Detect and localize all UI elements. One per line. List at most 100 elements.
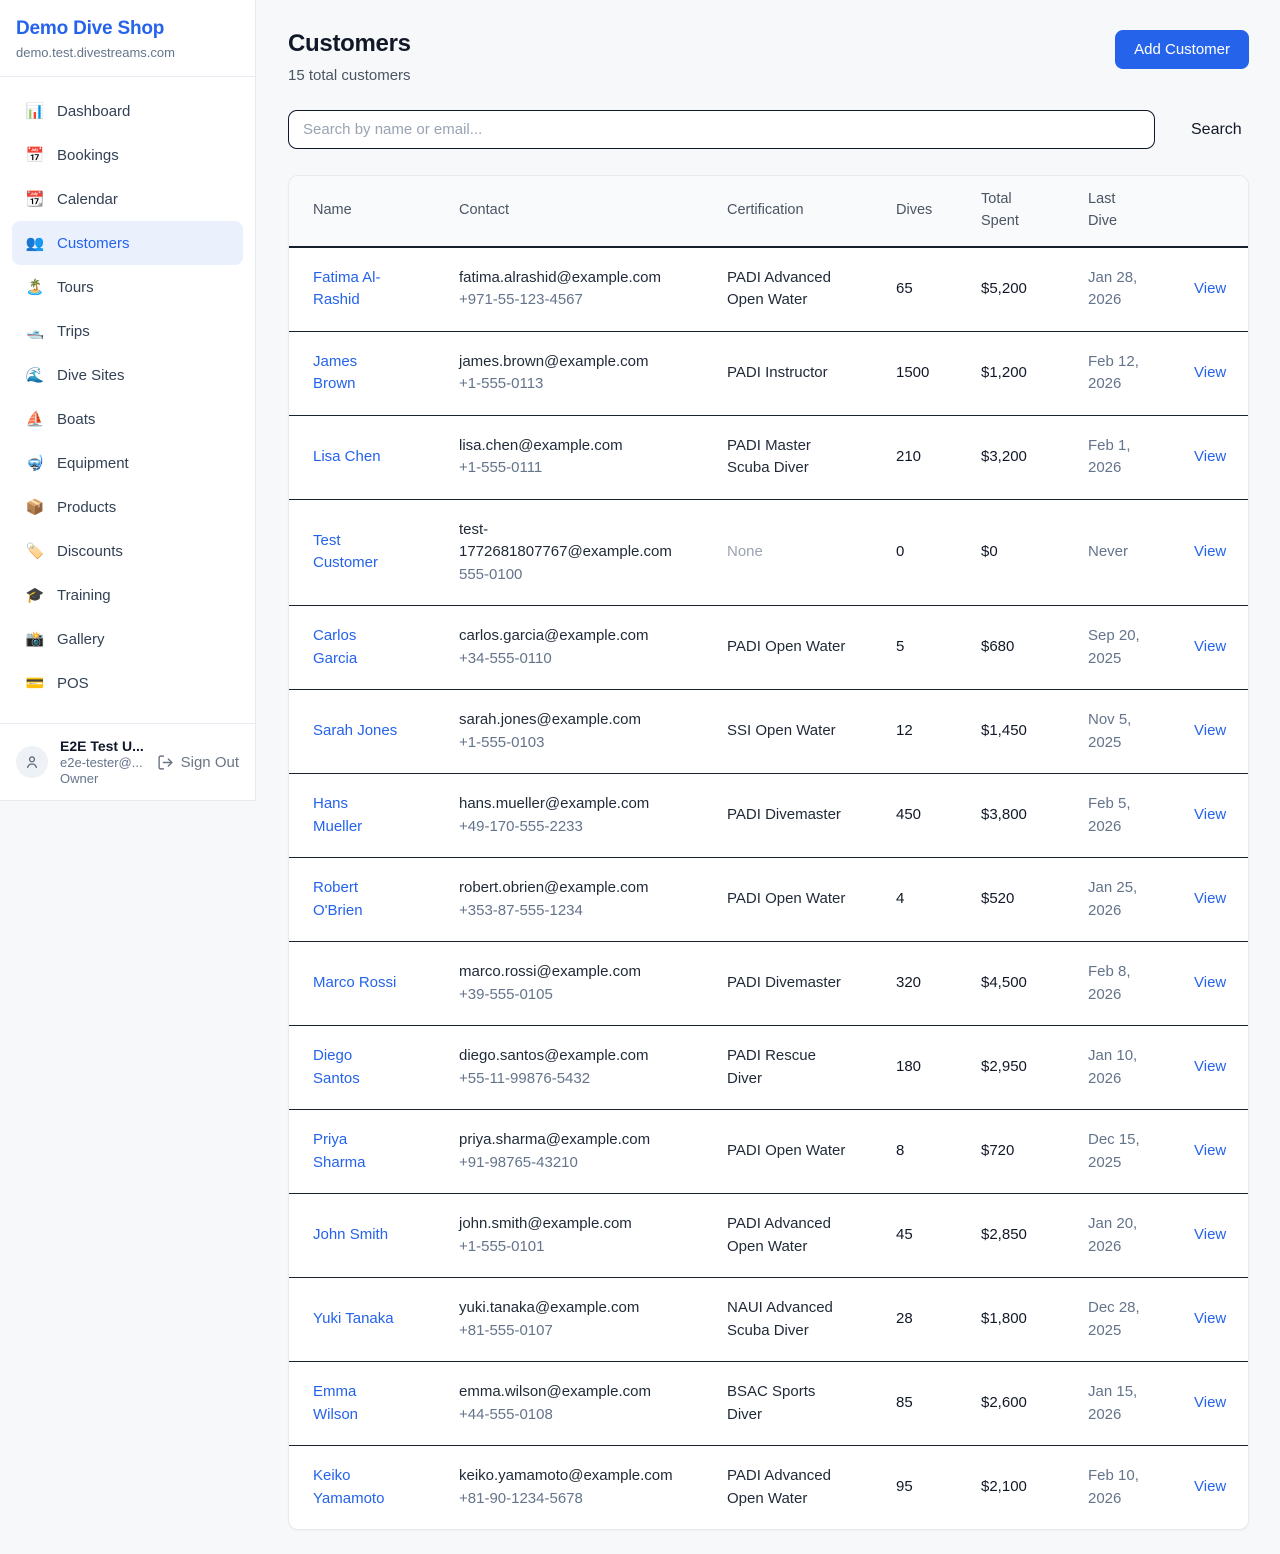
table-header-row: Name Contact Certification Dives Total S… — [289, 176, 1248, 248]
customer-certification: None — [727, 543, 763, 560]
view-customer-link[interactable]: View — [1194, 279, 1227, 297]
table-row: Yuki Tanaka yuki.tanaka@example.com +81-… — [289, 1277, 1248, 1362]
customer-email: emma.wilson@example.com — [459, 1383, 651, 1400]
customer-total-spent: $720 — [981, 1142, 1015, 1160]
search-button[interactable]: Search — [1181, 113, 1252, 147]
sidebar-item-customers[interactable]: 👥 Customers — [12, 221, 243, 265]
sidebar-item-dashboard[interactable]: 📊 Dashboard — [12, 89, 243, 133]
sidebar-item-trips[interactable]: 🛥️ Trips — [12, 309, 243, 353]
view-customer-link[interactable]: View — [1194, 638, 1227, 656]
search-row: Search — [288, 110, 1249, 149]
customer-dives: 210 — [896, 447, 922, 465]
sign-out-button[interactable]: Sign Out — [157, 754, 239, 771]
gallery-camera-icon: 📸 — [25, 631, 45, 648]
sidebar-item-training[interactable]: 🎓 Training — [12, 573, 243, 617]
customer-email: priya.sharma@example.com — [459, 1131, 651, 1148]
bookings-calendar-icon: 📅 — [25, 147, 45, 164]
sidebar-item-calendar[interactable]: 📆 Calendar — [12, 177, 243, 221]
table-row: Sarah Jones sarah.jones@example.com +1-5… — [289, 689, 1248, 774]
sidebar-item-discounts[interactable]: 🏷️ Discounts — [12, 529, 243, 573]
customer-name-link[interactable]: Test Customer — [313, 531, 379, 572]
table-row: Robert O'Brien robert.obrien@example.com… — [289, 857, 1248, 942]
customer-email: carlos.garcia@example.com — [459, 627, 649, 644]
sidebar-item-label: Equipment — [57, 454, 129, 472]
sidebar-item-pos[interactable]: 💳 POS — [12, 661, 243, 705]
view-customer-link[interactable]: View — [1194, 543, 1227, 560]
customer-name-link[interactable]: Carlos Garcia — [313, 627, 358, 667]
customer-phone: +1-555-0103 — [459, 733, 545, 751]
customer-name-link[interactable]: Diego Santos — [313, 1047, 360, 1087]
customer-last-dive: Jan 28, 2026 — [1088, 268, 1138, 309]
customer-email: keiko.yamamoto@example.com — [459, 1467, 673, 1484]
training-gradcap-icon: 🎓 — [25, 587, 45, 604]
customer-name-link[interactable]: Yuki Tanaka — [313, 1310, 394, 1328]
table-row: Marco Rossi marco.rossi@example.com +39-… — [289, 941, 1248, 1026]
view-customer-link[interactable]: View — [1194, 1394, 1227, 1412]
customer-last-dive: Jan 15, 2026 — [1088, 1383, 1138, 1423]
customer-name-link[interactable]: Fatima Al- Rashid — [313, 268, 381, 309]
sidebar-item-label: Calendar — [57, 190, 118, 208]
customer-name-link[interactable]: Robert O'Brien — [313, 879, 363, 919]
sidebar-item-equipment[interactable]: 🤿 Equipment — [12, 441, 243, 485]
view-customer-link[interactable]: View — [1194, 447, 1227, 465]
customer-phone: +55-11-99876-5432 — [459, 1069, 591, 1087]
customer-dives: 45 — [896, 1226, 913, 1244]
customer-last-dive: Sep 20, 2025 — [1088, 627, 1140, 667]
view-customer-link[interactable]: View — [1194, 1478, 1227, 1496]
user-name: E2E Test U... — [60, 738, 144, 754]
customer-name-link[interactable]: John Smith — [313, 1226, 389, 1244]
sidebar-item-label: Trips — [57, 322, 90, 340]
table-row: Keiko Yamamoto keiko.yamamoto@example.co… — [289, 1446, 1248, 1530]
customer-name-link[interactable]: Marco Rossi — [313, 974, 397, 992]
view-customer-link[interactable]: View — [1194, 806, 1227, 824]
customer-name-link[interactable]: Keiko Yamamoto — [313, 1467, 385, 1507]
brand-name: Demo Dive Shop — [16, 18, 165, 39]
sidebar-item-label: Customers — [57, 234, 130, 252]
sidebar-item-label: Products — [57, 498, 117, 516]
calendar-icon: 📆 — [25, 191, 45, 208]
sidebar-item-tours[interactable]: 🏝️ Tours — [12, 265, 243, 309]
sidebar-item-label: Gallery — [57, 630, 105, 648]
boats-sailboat-icon: ⛵ — [25, 411, 45, 428]
view-customer-link[interactable]: View — [1194, 1310, 1227, 1328]
customer-name-link[interactable]: Priya Sharma — [313, 1131, 366, 1171]
sidebar-item-products[interactable]: 📦 Products — [12, 485, 243, 529]
view-customer-link[interactable]: View — [1194, 1142, 1227, 1160]
customer-email: lisa.chen@example.com — [459, 436, 623, 454]
customer-email: marco.rossi@example.com — [459, 963, 641, 980]
col-header-contact: Contact — [459, 176, 727, 248]
customer-name-link[interactable]: James Brown — [313, 352, 358, 393]
customer-last-dive: Jan 10, 2026 — [1088, 1047, 1138, 1087]
user-email: e2e-tester@... — [60, 755, 143, 770]
customer-name-link[interactable]: Sarah Jones — [313, 722, 398, 740]
sidebar-item-label: Tours — [57, 278, 94, 296]
customer-name-link[interactable]: Hans Mueller — [313, 795, 363, 835]
view-customer-link[interactable]: View — [1194, 974, 1227, 992]
sidebar-item-dive-sites[interactable]: 🌊 Dive Sites — [12, 353, 243, 397]
view-customer-link[interactable]: View — [1194, 1058, 1227, 1076]
sidebar-item-bookings[interactable]: 📅 Bookings — [12, 133, 243, 177]
search-input[interactable] — [288, 110, 1155, 149]
customer-name-link[interactable]: Emma Wilson — [313, 1383, 359, 1423]
customer-phone: +39-555-0105 — [459, 985, 553, 1003]
user-box: E2E Test U... e2e-tester@... Owner Sign … — [0, 723, 255, 800]
customer-total-spent: $520 — [981, 890, 1015, 908]
user-icon — [27, 756, 37, 768]
customer-certification: PADI Open Water — [727, 1142, 846, 1160]
user-meta: E2E Test U... e2e-tester@... Owner — [60, 738, 145, 786]
sidebar-item-gallery[interactable]: 📸 Gallery — [12, 617, 243, 661]
customer-total-spent: $1,800 — [981, 1310, 1027, 1328]
customer-dives: 85 — [896, 1394, 913, 1412]
customer-phone: +81-555-0107 — [459, 1321, 553, 1339]
view-customer-link[interactable]: View — [1194, 722, 1227, 740]
customer-name-link[interactable]: Lisa Chen — [313, 447, 381, 465]
customer-phone: 555-0100 — [459, 565, 523, 583]
dive-sites-wave-icon: 🌊 — [25, 367, 45, 384]
sidebar-nav: 📊 Dashboard 📅 Bookings 📆 Calendar 👥 Cust… — [0, 77, 255, 723]
view-customer-link[interactable]: View — [1194, 890, 1227, 908]
add-customer-button[interactable]: Add Customer — [1115, 30, 1249, 69]
sidebar-item-boats[interactable]: ⛵ Boats — [12, 397, 243, 441]
customer-dives: 28 — [896, 1310, 913, 1328]
view-customer-link[interactable]: View — [1194, 1226, 1227, 1244]
view-customer-link[interactable]: View — [1194, 363, 1227, 381]
